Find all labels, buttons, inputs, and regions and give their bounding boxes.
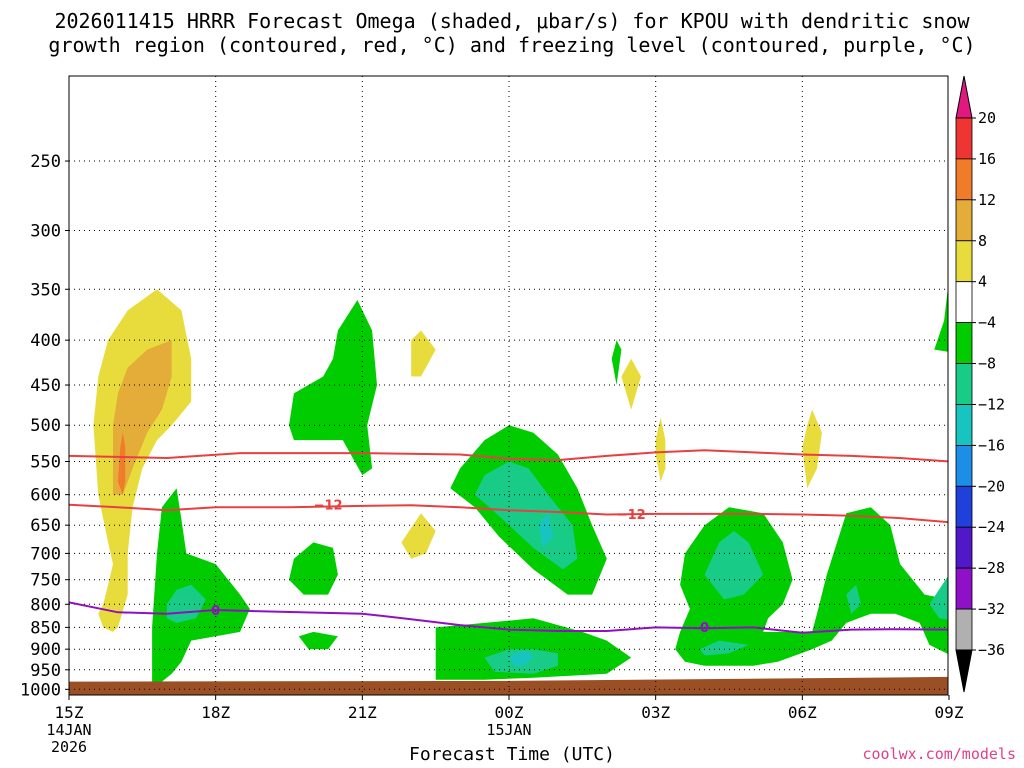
colorbar-segment xyxy=(955,158,973,201)
omega-shade-8 xyxy=(411,330,436,377)
x-tick-label: 00Z xyxy=(495,703,524,722)
colorbar-segment xyxy=(955,199,973,242)
colorbar-segment xyxy=(955,526,973,569)
y-tick-label: 250 xyxy=(30,152,61,172)
colorbar-segment xyxy=(955,281,973,324)
colorbar-label: −28 xyxy=(978,559,1005,577)
y-tick-label: 750 xyxy=(30,571,61,591)
x-tick-label: 03Z xyxy=(641,703,670,722)
contour-label-freezing-level: 0 xyxy=(211,604,220,619)
omega-shade-9 xyxy=(401,513,436,559)
colorbar-label: −8 xyxy=(978,355,996,373)
colorbar-label: 12 xyxy=(978,191,996,209)
omega-shade-3 xyxy=(152,488,250,682)
omega-shade-5 xyxy=(289,300,377,476)
y-tick-label: 800 xyxy=(30,595,61,615)
x-tick-date: 15JAN xyxy=(486,721,531,739)
omega-shade-23 xyxy=(802,409,822,489)
omega-shade-22 xyxy=(655,417,666,482)
colorbar-label: 16 xyxy=(978,150,996,168)
plot-area: −12 −12 0 0 xyxy=(69,76,948,695)
x-tick-label: 18Z xyxy=(201,703,230,722)
colorbar-segment xyxy=(955,322,973,364)
y-tick-label: 900 xyxy=(30,640,61,660)
omega-shade-18 xyxy=(699,640,749,656)
x-tick-label: 06Z xyxy=(788,703,817,722)
colorbar-label: 8 xyxy=(978,232,987,250)
colorbar-label: 4 xyxy=(978,273,987,291)
x-tick-date: 14JAN xyxy=(46,721,91,739)
colorbar-segment xyxy=(955,608,973,651)
y-tick-label: 600 xyxy=(30,486,61,506)
colorbar-segment xyxy=(955,240,973,283)
omega-shade-21 xyxy=(934,286,948,352)
x-axis-title: Forecast Time (UTC) xyxy=(409,744,615,765)
contour-label-dgz-bottom: −12 xyxy=(314,499,343,514)
y-tick-label: 500 xyxy=(30,416,61,436)
colorbar-label: −4 xyxy=(978,314,996,332)
chart-title-line-1: 2026011415 HRRR Forecast Omega (shaded, … xyxy=(54,9,970,33)
omega-shade-2 xyxy=(117,432,126,495)
terrain-band xyxy=(69,676,948,695)
contour-freezing-level xyxy=(69,601,948,634)
colorbar-label: −24 xyxy=(978,518,1005,536)
omega-shade-10 xyxy=(435,618,632,680)
contour-dgz-bottom xyxy=(69,503,948,524)
chart-title-line-2: growth region (contoured, red, °C) and f… xyxy=(48,33,976,57)
omega-shade-7 xyxy=(298,631,338,650)
colorbar-bottom-arrow xyxy=(955,649,973,693)
y-tick-label: 400 xyxy=(30,331,61,351)
site-credit: coolwx.com/models xyxy=(862,745,1016,763)
y-tick-label: 850 xyxy=(30,618,61,638)
colorbar-segment xyxy=(955,444,973,487)
colorbar-segment xyxy=(955,404,973,446)
colorbar-label: −36 xyxy=(978,641,1005,659)
omega-shade-15 xyxy=(538,513,553,548)
colorbar-label: −32 xyxy=(978,600,1005,618)
colorbar-segment xyxy=(955,363,973,405)
y-tick-label: 650 xyxy=(30,516,61,536)
y-tick-label: 300 xyxy=(30,222,61,242)
contour-dgz-top xyxy=(69,449,948,463)
y-tick-label: 550 xyxy=(30,453,61,473)
omega-shade-14 xyxy=(474,461,578,570)
y-tick-label: 1000 xyxy=(20,680,61,700)
omega-shade-6 xyxy=(289,542,338,595)
colorbar-segment xyxy=(955,117,973,160)
x-tick-label: 15Z xyxy=(55,703,84,722)
omega-shade-19 xyxy=(846,584,861,614)
x-tick-label: 21Z xyxy=(348,703,377,722)
colorbar-label: −12 xyxy=(978,395,1005,413)
omega-shade-25 xyxy=(611,340,622,385)
y-tick-label: 700 xyxy=(30,544,61,564)
x-tick-label: 09Z xyxy=(935,703,964,722)
omega-shade-12 xyxy=(509,651,534,666)
omega-shade-20 xyxy=(929,576,948,620)
colorbar-segment xyxy=(955,485,973,528)
x-tick-year: 2026 xyxy=(51,738,87,756)
omega-shade-24 xyxy=(621,358,641,410)
contour-label-freezing-level: 0 xyxy=(700,621,709,636)
colorbar-top-arrow xyxy=(955,75,973,119)
y-tick-label: 950 xyxy=(30,661,61,681)
colorbar-label: −20 xyxy=(978,477,1005,495)
y-tick-label: 450 xyxy=(30,376,61,396)
contour-label-dgz-bottom: −12 xyxy=(617,508,646,523)
colorbar-label: 20 xyxy=(978,109,996,127)
omega-shade-17 xyxy=(704,531,764,600)
omega-shade-1 xyxy=(113,340,172,495)
y-tick-label: 350 xyxy=(30,280,61,300)
colorbar-segment xyxy=(955,567,973,610)
colorbar-label: −16 xyxy=(978,436,1005,454)
